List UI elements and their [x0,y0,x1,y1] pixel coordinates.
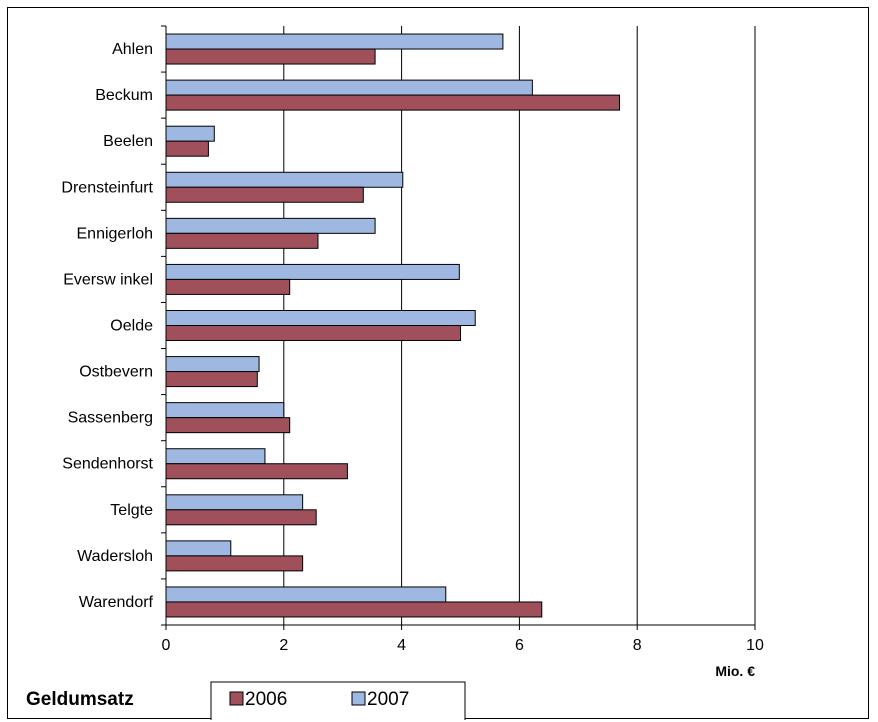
bar-2007-2 [165,125,215,142]
x-tick-label-0: 0 [162,637,171,654]
bar-2006-8 [165,417,291,434]
legend-label-2006: 2006 [245,689,287,710]
bar-2007-10 [165,494,304,511]
x-tick-label-1: 2 [279,637,288,654]
bar-2007-6 [165,310,476,326]
bar-2007-3 [165,171,404,188]
legend-label-2007: 2007 [367,689,409,710]
category-label-1: Beckum [95,87,153,104]
legend-swatch-2007 [351,691,366,706]
axes [161,25,756,630]
legend-box [210,681,466,720]
bar-2007-4 [165,217,376,234]
category-label-7: Ostbevern [79,364,153,381]
category-label-9: Sendenhorst [62,456,153,473]
category-label-11: Wadersloh [77,548,153,565]
category-label-8: Sassenberg [68,410,153,427]
bar-2006-1 [165,94,621,111]
bar-2007-9 [165,448,266,465]
category-label-5: Eversw inkel [63,271,153,288]
bar-2007-5 [165,263,460,280]
category-label-2: Beelen [103,133,153,150]
bars [165,33,621,618]
bar-2006-2 [165,140,209,157]
bar-2006-11 [165,555,304,572]
chart-frame: Ahlen Beckum Beelen Drensteinfurt Ennigerloh… [7,7,869,720]
category-label-3: Drensteinfurt [61,179,153,196]
bar-2006-9 [165,463,348,480]
x-tick-label-4: 8 [633,637,642,654]
bar-2006-12 [165,601,543,618]
legend: 2006 2007 [210,681,466,720]
category-label-0: Ahlen [112,41,153,58]
x-axis-unit-label: Mio. € [715,663,755,679]
bar-2006-5 [165,278,291,295]
bar-2007-11 [165,540,232,557]
bar-2007-12 [165,586,447,603]
bar-2006-4 [165,232,319,249]
bar-2006-7 [165,371,258,388]
labels: Ahlen Beckum Beelen Drensteinfurt Ennigerloh… [26,41,764,710]
x-tick-label-5: 10 [746,637,764,654]
bar-chart: Ahlen Beckum Beelen Drensteinfurt Ennigerloh… [26,25,764,720]
category-label-10: Telgte [110,502,153,519]
bar-2007-7 [165,356,260,373]
bar-2006-3 [165,186,364,203]
category-label-4: Ennigerloh [77,225,154,242]
bar-2007-0 [165,33,504,50]
x-tick-label-2: 4 [397,637,406,654]
category-label-12: Warendorf [79,594,154,611]
bar-2007-8 [165,402,285,419]
bar-2006-10 [165,509,317,526]
legend-swatch-2006 [229,691,244,706]
bar-2007-1 [165,79,533,96]
category-label-6: Oelde [110,318,153,335]
chart-title: Geldumsatz [26,689,134,710]
bar-2006-6 [165,325,461,341]
x-tick-label-3: 6 [515,637,524,654]
bar-2006-0 [165,48,376,65]
